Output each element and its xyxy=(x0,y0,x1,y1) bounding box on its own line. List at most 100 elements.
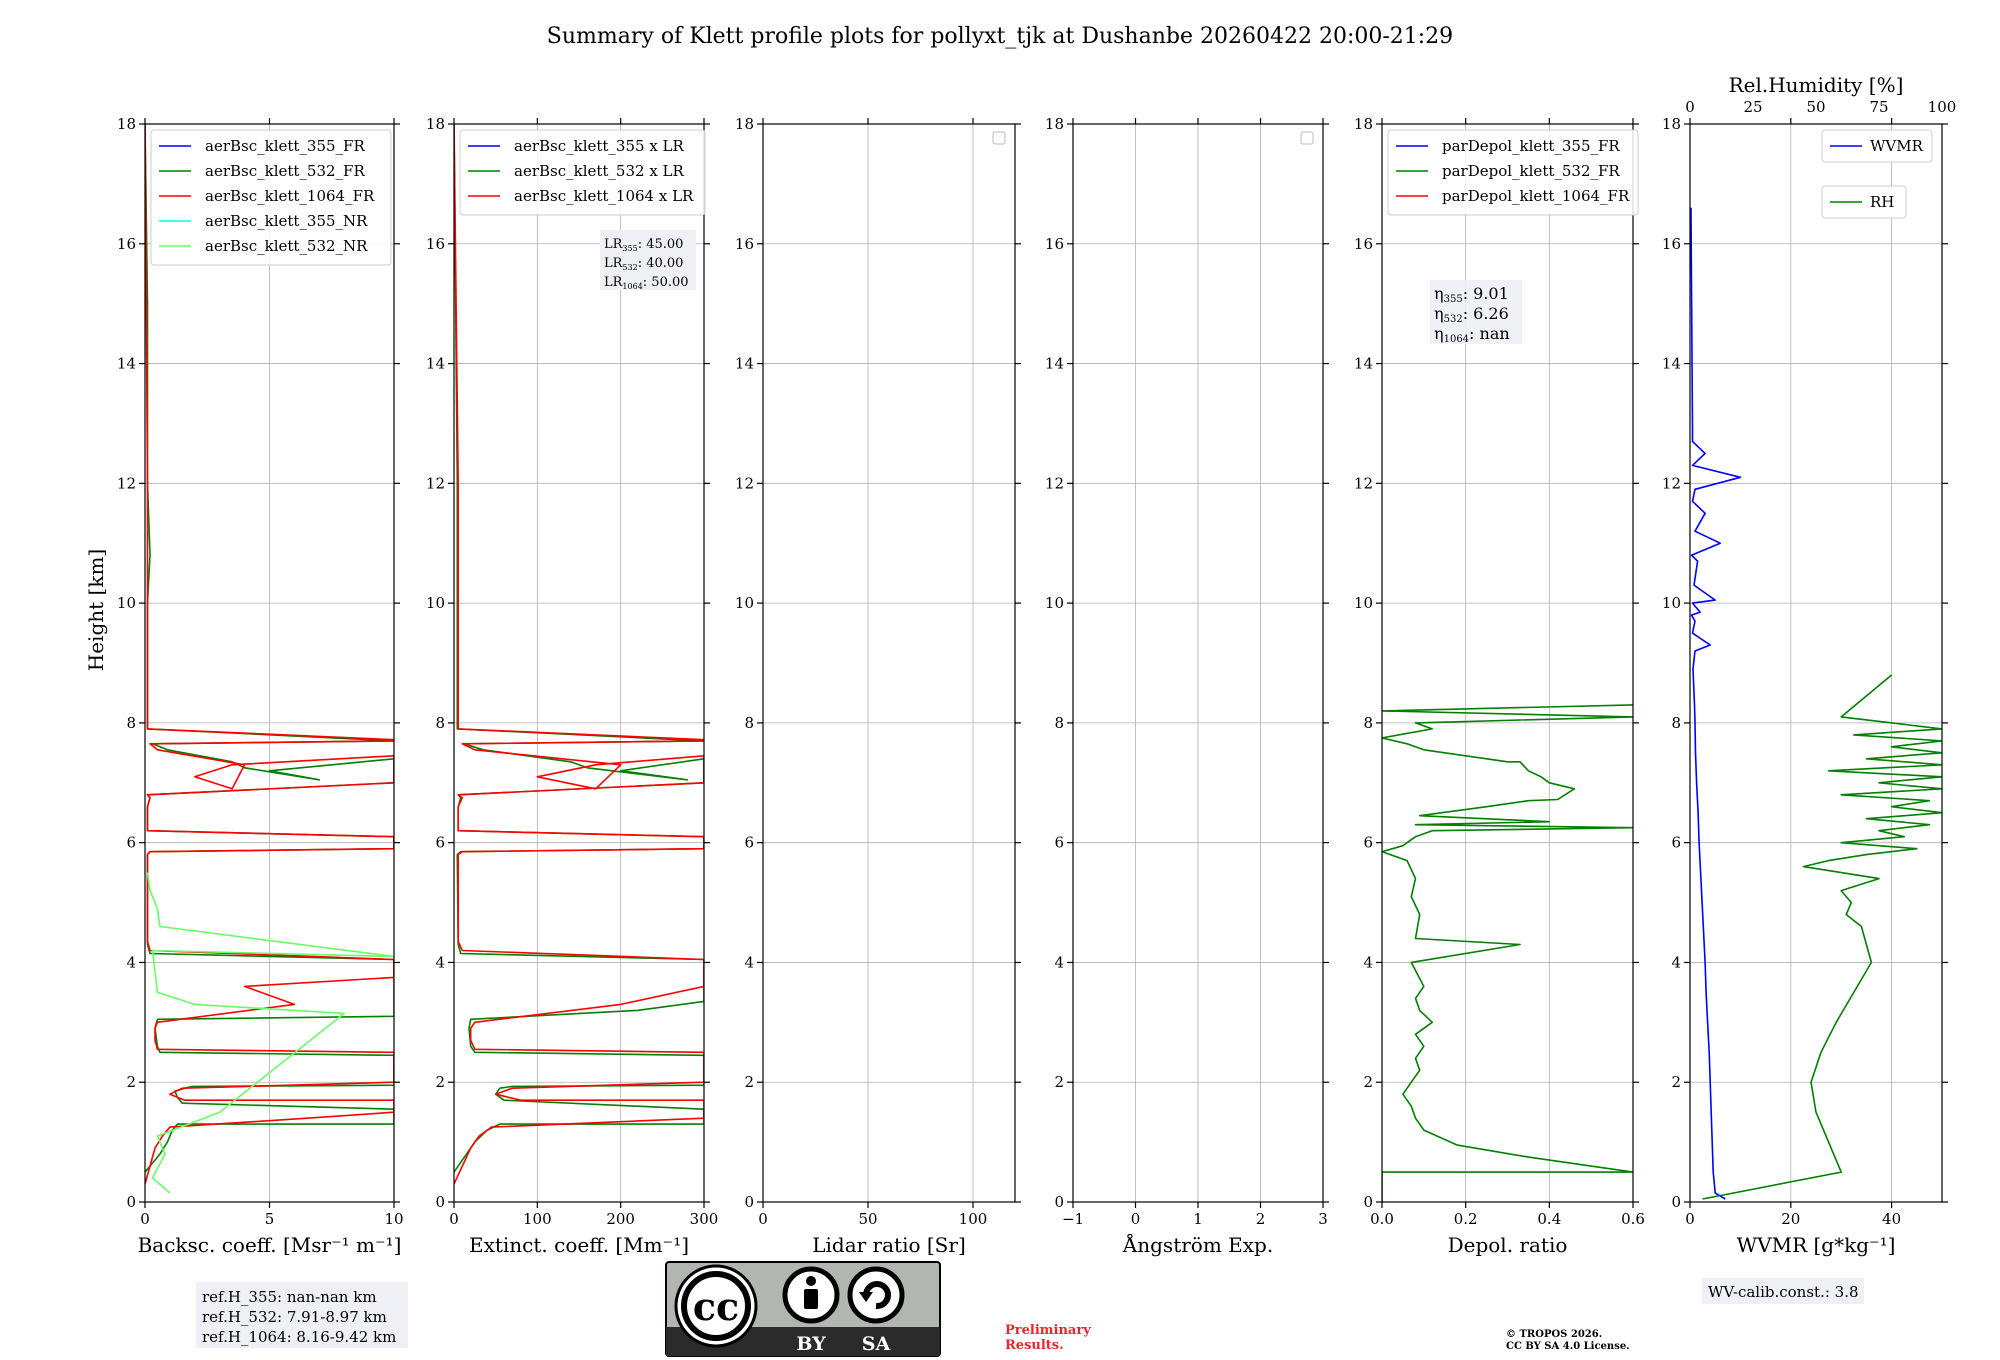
copyright-line-2: CC BY SA 4.0 License. xyxy=(1506,1341,1630,1352)
x-tick-label: 0.2 xyxy=(1454,1210,1478,1228)
wv-calib-box xyxy=(1702,1278,1864,1304)
y-tick-label: 8 xyxy=(1054,714,1064,732)
y-tick-label: 12 xyxy=(117,474,136,492)
legend: aerBsc_klett_355 x LR aerBsc_klett_532 x … xyxy=(459,129,706,216)
by-label: BY xyxy=(796,1333,826,1355)
lidar-ratio-annotation: LR355: 45.00 LR532: 40.00 LR1064: 50.00 xyxy=(600,230,696,291)
sa-arrow-icon xyxy=(863,1281,891,1310)
x-axis-label: Backsc. coeff. [Msr⁻¹ m⁻¹] xyxy=(138,1233,402,1257)
ref-height-532: ref.H_532: 7.91-8.97 km xyxy=(202,1308,387,1326)
series-rh xyxy=(1702,674,1942,1200)
by-body-icon xyxy=(804,1289,818,1309)
axes-frame xyxy=(1689,123,1943,1203)
axes-frame xyxy=(762,123,1016,1203)
axes-frame xyxy=(1381,123,1634,1203)
y-tick-label: 10 xyxy=(735,594,754,612)
wv-calib-const: WV-calib.const.: 3.8 xyxy=(1708,1283,1859,1301)
empty-legend-box xyxy=(992,131,1006,145)
y-axis-label: Height [km] xyxy=(84,549,108,671)
series-aerbsc-klett-1064-x-lr xyxy=(454,124,704,1185)
x-axis-label: WVMR [g*kg⁻¹] xyxy=(1737,1233,1896,1257)
y-tick-label: 16 xyxy=(1045,235,1064,253)
legend-label: WVMR xyxy=(1870,137,1924,155)
y-tick-label: 2 xyxy=(126,1073,136,1091)
y-tick-label: 2 xyxy=(1363,1073,1373,1091)
y-tick-label: 16 xyxy=(1662,235,1681,253)
panel-lidar-ratio: 0 2 4 6 8 10 12 14 16 18 0 50 100 Lidar ratio [Sr] xyxy=(735,115,1021,1257)
legend: aerBsc_klett_355_FR aerBsc_klett_532_FRae… xyxy=(150,129,392,266)
x-tick-label: 0 xyxy=(140,1210,150,1228)
y-tick-label: 18 xyxy=(426,115,445,133)
y-tick-label: 4 xyxy=(744,953,754,971)
wv-calib-annotation: WV-calib.const.: 3.8 xyxy=(1702,1278,1864,1304)
x2-tick-label: 100 xyxy=(1928,98,1957,116)
x-tick-label: 300 xyxy=(690,1210,719,1228)
x-tick-label: 50 xyxy=(858,1210,877,1228)
y-tick-label: 6 xyxy=(1054,834,1064,852)
ref-height-355: ref.H_355: nan-nan km xyxy=(202,1288,377,1306)
preliminary-line-1: Preliminary xyxy=(1005,1323,1091,1338)
y-tick-label: 10 xyxy=(1045,594,1064,612)
y-tick-label: 18 xyxy=(1662,115,1681,133)
legend-label: aerBsc_klett_1064_FR xyxy=(205,187,375,205)
x-tick-label: 100 xyxy=(523,1210,552,1228)
y-tick-label: 2 xyxy=(1054,1073,1064,1091)
cc-circle-inner xyxy=(681,1271,751,1341)
y-tick-label: 0 xyxy=(435,1193,445,1211)
x-tick-label: 20 xyxy=(1781,1210,1800,1228)
x-axis-label: Depol. ratio xyxy=(1448,1233,1568,1257)
figure-title: Summary of Klett profile plots for polly… xyxy=(547,24,1453,49)
legend-label: RH xyxy=(1870,193,1894,211)
eta-box xyxy=(1430,280,1522,344)
y-tick-label: 6 xyxy=(1671,834,1681,852)
x2-tick-label: 25 xyxy=(1743,98,1762,116)
sa-share-icon xyxy=(847,1266,905,1324)
y-tick-label: 16 xyxy=(117,235,136,253)
x-tick-label: 10 xyxy=(384,1210,403,1228)
x2-axis-label: Rel.Humidity [%] xyxy=(1729,73,1904,97)
sa-label: SA xyxy=(862,1333,891,1355)
x2-tick-label: 75 xyxy=(1869,98,1888,116)
ref-height-annotation: ref.H_355: nan-nan km ref.H_532: 7.91-8.… xyxy=(196,1282,408,1348)
legend: parDepol_klett_355_FR parDepol_klett_532_… xyxy=(1387,129,1639,216)
preliminary-line-2: Results. xyxy=(1005,1338,1064,1353)
legend-label: aerBsc_klett_532_NR xyxy=(205,237,368,255)
y-tick-label: 2 xyxy=(744,1073,754,1091)
y-tick-label: 6 xyxy=(126,834,136,852)
series-aerbsc-klett-532-x-lr xyxy=(454,124,704,1173)
axes-frame xyxy=(453,123,705,1203)
legend-label: aerBsc_klett_355_NR xyxy=(205,212,368,230)
legend-label: parDepol_klett_1064_FR xyxy=(1442,187,1630,205)
y-tick-label: 6 xyxy=(435,834,445,852)
y-tick-label: 14 xyxy=(426,355,445,373)
lidar-ratio-532: LR532: 40.00 xyxy=(604,256,683,272)
y-tick-label: 4 xyxy=(126,953,136,971)
x-tick-label: 0.6 xyxy=(1621,1210,1645,1228)
y-tick-label: 18 xyxy=(735,115,754,133)
y-tick-label: 4 xyxy=(435,953,445,971)
x-tick-label: −1 xyxy=(1062,1210,1084,1228)
y-tick-label: 6 xyxy=(744,834,754,852)
y-tick-label: 4 xyxy=(1363,953,1373,971)
x2-tick-label: 50 xyxy=(1806,98,1825,116)
legend-frame xyxy=(150,129,392,266)
y-tick-label: 2 xyxy=(435,1073,445,1091)
lidar-ratio-box xyxy=(600,230,696,290)
x-tick-label: 2 xyxy=(1256,1210,1266,1228)
y-tick-label: 8 xyxy=(744,714,754,732)
legend-label: aerBsc_klett_1064 x LR xyxy=(514,187,694,205)
legend: RH xyxy=(1821,185,1907,219)
y-tick-label: 12 xyxy=(426,474,445,492)
x-axis-label: Lidar ratio [Sr] xyxy=(812,1233,966,1257)
x-tick-label: 0 xyxy=(758,1210,768,1228)
cc-letters: cc xyxy=(693,1284,739,1329)
y-tick-label: 8 xyxy=(435,714,445,732)
y-tick-label: 4 xyxy=(1671,953,1681,971)
x2-tick-label: 0 xyxy=(1685,98,1695,116)
legend-frame xyxy=(1821,185,1907,219)
legend-label: parDepol_klett_532_FR xyxy=(1442,162,1620,180)
y-tick-label: 0 xyxy=(744,1193,754,1211)
